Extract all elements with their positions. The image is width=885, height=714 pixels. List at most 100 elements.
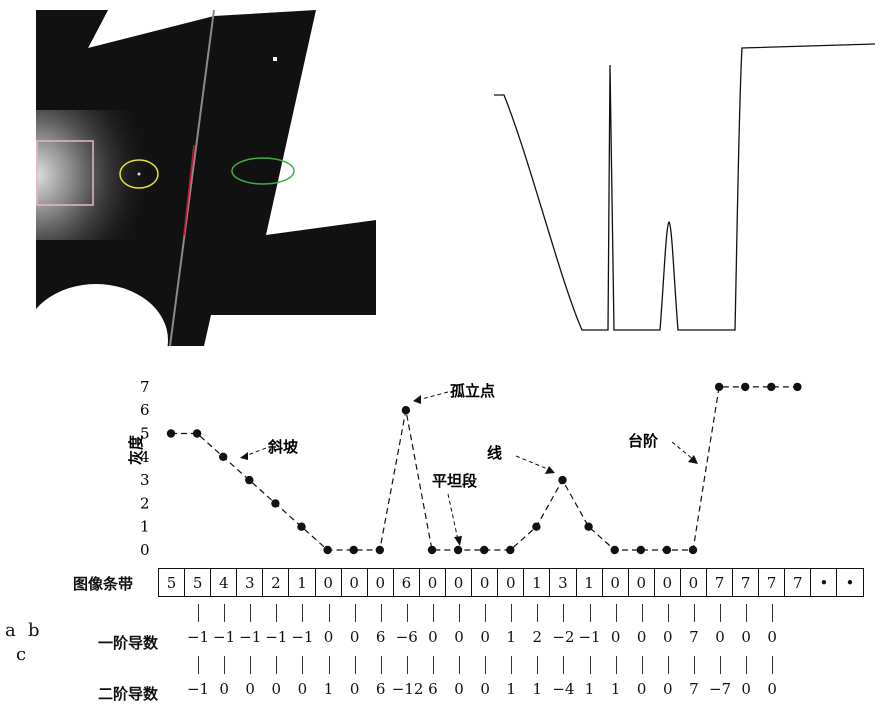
derivative-value: 0 [245,680,255,698]
derivative-value: −1 [239,628,262,646]
line-highlight [183,144,195,236]
data-point [532,522,541,531]
strip-cell: 1 [575,569,602,596]
first-derivative-row: −1 −1 −1 −1 −1 0 0 6 −6 0 0 0 1 2 −2 −1 0 0 0 7 0 0 0 [0,600,885,652]
derivative-tick [511,604,513,622]
derivative-value: 1 [610,680,621,698]
derivative-tick [354,604,356,622]
first-derivative-label: 一阶导数 [98,634,159,652]
derivative-value: 0 [454,628,464,646]
dark-region [36,10,376,346]
strip-cell: 0 [366,569,393,596]
annotation-flat: 平坦段 [432,472,477,490]
y-tick-label: 2 [140,494,150,512]
derivative-tick [224,604,226,622]
derivative-tick [302,604,304,622]
derivative-value: 1 [584,680,595,698]
derivative-tick [772,656,774,674]
strip-cell: 0 [340,569,367,596]
derivative-tick [250,656,252,674]
data-point [349,545,358,555]
derivative-value: 0 [297,680,308,698]
derivative-value: −1 [578,628,601,646]
derivative-tick [746,604,748,622]
derivative-value: −7 [708,680,732,698]
derivative-value: 1 [532,680,543,698]
strip-cell: 7 [705,569,732,596]
strip-cell: 3 [236,569,262,596]
derivative-tick [746,656,748,674]
derivative-value: −1 [213,628,236,646]
derivative-tick [328,604,330,622]
strip-cell: 0 [314,569,341,596]
derivative-tick [537,656,539,674]
derivative-value: 0 [349,628,360,646]
data-point [767,382,776,392]
derivative-tick [276,604,278,622]
derivative-tick [589,656,591,674]
derivative-value: 0 [767,628,777,646]
y-tick-label: 6 [140,401,150,419]
strip-cell: 0 [601,569,628,596]
data-point [584,522,593,531]
derivative-tick [693,656,695,674]
panel-label-c: c [16,644,27,665]
derivative-value: 0 [636,628,647,646]
data-point [192,429,202,438]
derivative-tick [224,656,226,674]
derivative-value: 0 [480,680,490,698]
profile-curve [494,43,875,331]
derivative-tick [615,604,617,622]
data-point [610,545,619,555]
second-derivative-label: 二阶导数 [98,685,159,703]
derivative-value: 6 [375,680,386,698]
derivative-tick [485,656,487,674]
derivative-value: 0 [480,628,490,646]
step-marker [231,157,295,185]
strip-cell: 0 [679,569,706,596]
derivative-tick [250,604,252,622]
derivative-value: 0 [428,628,438,646]
derivative-tick [380,656,382,674]
derivative-value: −1 [186,628,210,646]
derivative-value: 0 [741,628,751,646]
derivative-tick [459,656,460,674]
strip-cell: 5 [166,573,177,592]
panel-label-a: a [5,620,16,641]
strip-cell: 0 [627,569,654,596]
derivative-value: 0 [767,680,777,698]
y-axis-label: 灰度 [127,434,145,465]
data-point [166,429,176,438]
derivative-tick [772,604,774,622]
derivative-value: 0 [323,628,334,646]
data-point [271,499,280,508]
series-line [171,386,798,551]
annotation-ramp: 斜坡 [267,438,298,456]
panel-label-b: b [28,620,40,641]
derivative-value: 0 [715,628,725,646]
derivative-value: −2 [552,628,575,646]
derivative-value: 1 [323,680,334,698]
derivative-tick [380,604,382,622]
derivative-tick [563,604,565,622]
derivative-tick [198,604,199,622]
derivative-value: 0 [636,680,647,698]
derivative-value: 6 [428,680,438,698]
data-point [688,545,698,555]
y-tick-label: 5 [140,425,150,443]
annotation-isolated-point: 孤立点 [450,382,495,400]
derivative-tick [276,656,278,674]
derivative-value: 1 [506,680,516,698]
annotation-step: 台阶 [628,432,659,450]
derivative-tick [432,656,434,674]
derivative-tick [667,656,669,674]
y-tick-label: 7 [140,378,150,396]
derivative-tick [198,656,199,674]
strip-cell: 3 [549,569,575,596]
point-marker [119,159,159,189]
derivative-value: −6 [395,628,418,646]
data-point [506,545,515,555]
profile-panel-b [494,43,875,331]
ramp-box [36,140,94,206]
derivative-value: −1 [291,628,314,646]
